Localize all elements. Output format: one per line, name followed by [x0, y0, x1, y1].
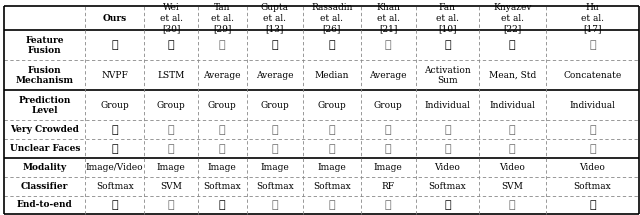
Text: ✓: ✓	[111, 200, 118, 210]
Text: Average: Average	[204, 71, 241, 80]
Text: ✗: ✗	[168, 144, 174, 154]
Text: Softmax: Softmax	[429, 182, 467, 191]
Text: Group: Group	[374, 101, 403, 110]
Text: Ours: Ours	[102, 14, 127, 23]
Text: ✓: ✓	[111, 40, 118, 50]
Text: ✗: ✗	[328, 200, 335, 210]
Text: ✗: ✗	[444, 125, 451, 135]
Text: SVM: SVM	[160, 182, 182, 191]
Text: ✗: ✗	[168, 125, 174, 135]
Text: ✗: ✗	[589, 40, 596, 50]
Text: ✓: ✓	[271, 40, 278, 50]
Text: Median: Median	[315, 71, 349, 80]
Text: Video: Video	[579, 163, 605, 172]
Text: ✗: ✗	[219, 40, 225, 50]
Text: ✗: ✗	[271, 200, 278, 210]
Text: ✓: ✓	[168, 40, 174, 50]
Text: Image: Image	[374, 163, 403, 172]
Text: ✓: ✓	[444, 200, 451, 210]
Text: Softmax: Softmax	[313, 182, 351, 191]
Text: NVPF: NVPF	[101, 71, 128, 80]
Text: End-to-end: End-to-end	[17, 200, 72, 209]
Text: ✗: ✗	[385, 125, 392, 135]
Text: Average: Average	[256, 71, 294, 80]
Text: Softmax: Softmax	[96, 182, 134, 191]
Text: Video: Video	[499, 163, 525, 172]
Text: ✓: ✓	[509, 40, 516, 50]
Text: Classifier: Classifier	[21, 182, 68, 191]
Text: ✓: ✓	[444, 40, 451, 50]
Text: Hu
et al.
[17]: Hu et al. [17]	[581, 3, 604, 33]
Text: Individual: Individual	[570, 101, 615, 110]
Text: ✗: ✗	[509, 200, 516, 210]
Text: LSTM: LSTM	[157, 71, 185, 80]
Text: ✗: ✗	[328, 125, 335, 135]
Text: Modality: Modality	[22, 163, 67, 172]
Text: Image: Image	[208, 163, 237, 172]
Text: ✓: ✓	[111, 144, 118, 154]
Text: ✗: ✗	[385, 144, 392, 154]
Text: RF: RF	[381, 182, 395, 191]
Text: ✓: ✓	[111, 125, 118, 135]
Text: Individual: Individual	[424, 101, 470, 110]
Text: ✗: ✗	[328, 144, 335, 154]
Text: ✗: ✗	[385, 40, 392, 50]
Text: Softmax: Softmax	[573, 182, 611, 191]
Text: Khan
et al.
[21]: Khan et al. [21]	[376, 3, 400, 33]
Text: Softmax: Softmax	[256, 182, 294, 191]
Text: Group: Group	[260, 101, 289, 110]
Text: Group: Group	[208, 101, 237, 110]
Text: Group: Group	[317, 101, 346, 110]
Text: ✗: ✗	[509, 125, 516, 135]
Text: ✗: ✗	[168, 200, 174, 210]
Text: SVM: SVM	[501, 182, 524, 191]
Text: Image: Image	[317, 163, 346, 172]
Text: Fusion
Mechanism: Fusion Mechanism	[16, 66, 74, 85]
Text: ✗: ✗	[219, 144, 225, 154]
Text: Knyazev
et al.
[22]: Knyazev et al. [22]	[493, 3, 532, 33]
Text: ✓: ✓	[219, 200, 225, 210]
Text: Image/Video: Image/Video	[86, 163, 143, 172]
Text: Mean, Std: Mean, Std	[489, 71, 536, 80]
Text: Fan
et al.
[10]: Fan et al. [10]	[436, 3, 459, 33]
Text: Group: Group	[157, 101, 186, 110]
Text: Activation
Sum: Activation Sum	[424, 66, 471, 85]
Text: Unclear Faces: Unclear Faces	[10, 144, 80, 153]
Text: Gupta
et al.
[13]: Gupta et al. [13]	[261, 3, 289, 33]
Text: Group: Group	[100, 101, 129, 110]
Text: Concatenate: Concatenate	[563, 71, 621, 80]
Text: Average: Average	[369, 71, 407, 80]
Text: ✗: ✗	[271, 125, 278, 135]
Text: Image: Image	[260, 163, 289, 172]
Text: ✗: ✗	[444, 144, 451, 154]
Text: Tan
et al.
[29]: Tan et al. [29]	[211, 3, 234, 33]
Text: Softmax: Softmax	[204, 182, 241, 191]
Text: Very Crowded: Very Crowded	[10, 125, 79, 134]
Text: Video: Video	[435, 163, 460, 172]
Text: Feature
Fusion: Feature Fusion	[26, 36, 64, 55]
Text: ✗: ✗	[589, 125, 596, 135]
Text: ✗: ✗	[385, 200, 392, 210]
Text: ✗: ✗	[509, 144, 516, 154]
Text: ✗: ✗	[219, 125, 225, 135]
Text: ✓: ✓	[328, 40, 335, 50]
Text: ✓: ✓	[589, 200, 596, 210]
Text: ✗: ✗	[271, 144, 278, 154]
Text: Prediction
Level: Prediction Level	[19, 96, 71, 115]
Text: Wei
et al.
[30]: Wei et al. [30]	[159, 3, 182, 33]
Text: Rassadin
et al.
[26]: Rassadin et al. [26]	[311, 3, 353, 33]
Text: ✗: ✗	[589, 144, 596, 154]
Text: Individual: Individual	[490, 101, 535, 110]
Text: Image: Image	[157, 163, 186, 172]
